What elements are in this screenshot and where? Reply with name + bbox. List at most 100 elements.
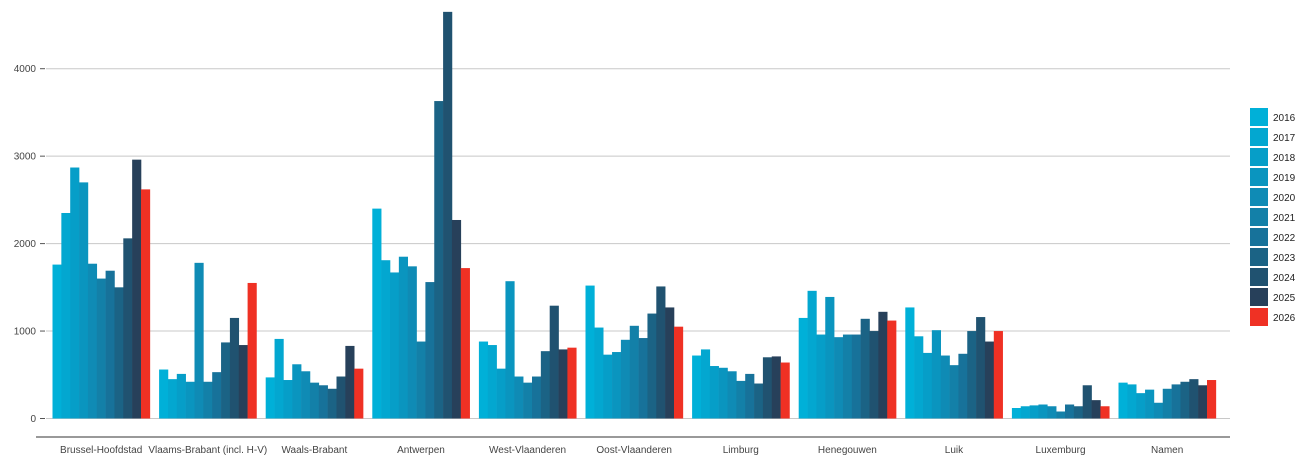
legend-swatch-2024 <box>1250 268 1268 286</box>
bar-2016 <box>1011 408 1022 419</box>
bar-2021 <box>949 365 959 419</box>
bar-2018 <box>390 272 400 419</box>
legend-swatch-2016 <box>1250 108 1268 126</box>
bar-2022 <box>745 373 755 419</box>
legend-swatch-2017 <box>1250 128 1268 146</box>
legend-swatch-2022 <box>1250 228 1268 246</box>
bar-2025 <box>1198 385 1208 419</box>
bar-2025 <box>132 159 142 419</box>
bar-2016 <box>798 317 808 419</box>
x-tick-label: Luik <box>945 445 964 456</box>
bar-2020 <box>1047 406 1057 419</box>
bar-2023 <box>754 383 764 419</box>
bar-2021 <box>736 380 746 419</box>
bar-2017 <box>807 290 817 419</box>
x-tick-label: Oost-Vlaanderen <box>596 445 672 456</box>
bar-2026 <box>460 268 470 419</box>
bar-2026 <box>1207 380 1217 419</box>
legend-swatch-2019 <box>1250 168 1268 186</box>
bar-2023 <box>434 101 444 419</box>
bar-2026 <box>993 331 1003 419</box>
bar-2018 <box>1136 393 1146 419</box>
legend-label: 2023 <box>1273 253 1296 264</box>
bar-2024 <box>976 317 986 419</box>
legend: 2016 2017 2018 2019 2020 2021 2022 2023 2024 2025… <box>1250 108 1296 326</box>
bar-2021 <box>1056 411 1066 419</box>
bar-2017 <box>594 327 604 419</box>
legend-label: 2019 <box>1273 173 1296 184</box>
bar-2022 <box>1065 404 1075 419</box>
legend-swatch-2018 <box>1250 148 1268 166</box>
legend-label: 2025 <box>1273 293 1296 304</box>
bars <box>52 11 1217 419</box>
bar-2024 <box>549 305 559 419</box>
bar-2018 <box>603 354 613 419</box>
bar-2024 <box>123 238 133 419</box>
bar-2021 <box>842 334 853 419</box>
bar-2022 <box>958 353 968 419</box>
bar-2022 <box>638 338 648 419</box>
bar-2019 <box>612 352 622 419</box>
bar-2017 <box>700 349 711 419</box>
bar-2018 <box>923 352 933 419</box>
bar-2021 <box>523 382 533 419</box>
legend-label: 2022 <box>1273 233 1296 244</box>
bar-2016 <box>372 208 382 419</box>
legend-label: 2017 <box>1273 133 1296 144</box>
bar-2026 <box>674 326 684 419</box>
legend-label: 2024 <box>1273 273 1296 284</box>
bar-2022 <box>532 376 542 419</box>
bar-2020 <box>514 376 524 419</box>
bar-2018 <box>283 380 293 419</box>
bar-2023 <box>221 342 231 419</box>
bar-2020 <box>194 262 204 419</box>
bar-2016 <box>478 341 489 419</box>
x-tick-label: Vlaams-Brabant (incl. H-V) <box>148 445 267 456</box>
bar-2025 <box>984 341 995 419</box>
bar-2022 <box>318 385 328 419</box>
bar-2018 <box>70 167 80 419</box>
bar-2023 <box>860 318 870 419</box>
bar-2019 <box>292 364 302 419</box>
bar-2026 <box>1100 406 1110 419</box>
legend-label: 2016 <box>1273 113 1296 124</box>
legend-swatch-2023 <box>1250 248 1268 266</box>
y-tick-label: 4000 <box>14 64 37 75</box>
bar-2024 <box>443 11 453 419</box>
bar-2023 <box>1073 406 1083 419</box>
bar-2026 <box>247 282 257 419</box>
bar-2023 <box>540 351 550 419</box>
bar-2024 <box>229 317 240 419</box>
bar-2017 <box>61 212 71 419</box>
bar-2023 <box>114 287 124 419</box>
bar-2021 <box>203 381 213 419</box>
bar-2020 <box>727 371 737 419</box>
bar-2020 <box>620 339 631 419</box>
bar-2019 <box>505 281 515 419</box>
bar-2020 <box>834 337 844 419</box>
bar-2026 <box>567 347 577 419</box>
bar-2019 <box>931 330 941 419</box>
bar-2024 <box>656 286 666 419</box>
bar-2022 <box>1171 384 1181 419</box>
x-tick-label: West-Vlaanderen <box>489 445 566 456</box>
bar-2019 <box>1145 389 1155 419</box>
bar-2019 <box>1038 404 1048 419</box>
legend-label: 2018 <box>1273 153 1296 164</box>
bar-2020 <box>301 371 311 419</box>
bar-2025 <box>238 345 248 419</box>
legend-label: 2021 <box>1273 213 1296 224</box>
legend-swatch-2021 <box>1250 208 1268 226</box>
bar-2023 <box>1180 381 1190 419</box>
bar-2016 <box>905 307 915 419</box>
bar-2021 <box>309 382 320 419</box>
x-axis-labels: Brussel-Hoofdstad Vlaams-Brabant (incl. H… <box>60 445 1183 456</box>
legend-label: 2020 <box>1273 193 1296 204</box>
bar-2024 <box>869 331 879 419</box>
bar-2017 <box>1020 406 1030 419</box>
bar-2024 <box>336 376 346 419</box>
bar-2026 <box>141 189 151 419</box>
bar-2019 <box>79 182 89 419</box>
bar-2017 <box>381 260 391 419</box>
